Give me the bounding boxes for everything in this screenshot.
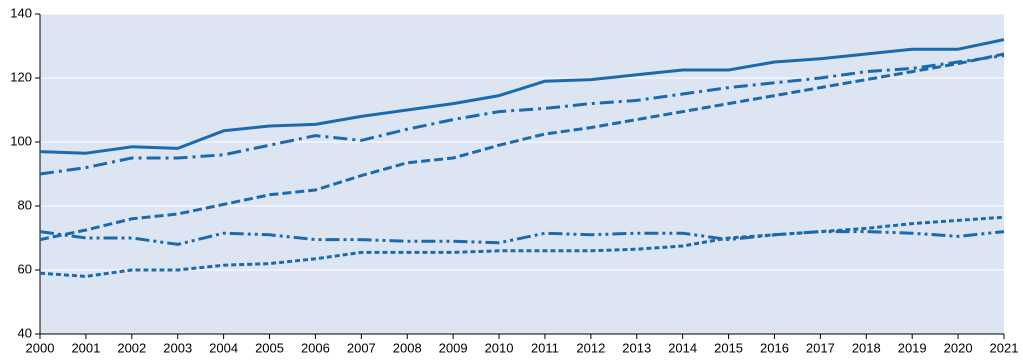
y-tick-label: 40 [18, 325, 32, 340]
x-tick-label: 2018 [852, 340, 881, 355]
x-tick-label: 2017 [806, 340, 835, 355]
series-line [39, 230, 1005, 246]
x-tick-label: 2007 [347, 340, 376, 355]
series-line [39, 54, 1005, 176]
y-tick-label: 140 [10, 5, 32, 20]
x-tick-label: 2021 [990, 340, 1019, 355]
plot-background [40, 14, 1004, 334]
y-tick-label: 80 [18, 197, 32, 212]
x-tick-label: 2014 [668, 340, 697, 355]
series-line [39, 52, 1005, 242]
y-tick-label: 120 [10, 69, 32, 84]
x-tick-label: 2013 [622, 340, 651, 355]
series-line [39, 38, 1005, 155]
x-tick-label: 2008 [393, 340, 422, 355]
x-tick-label: 2003 [163, 340, 192, 355]
y-tick-label: 60 [18, 261, 32, 276]
series-line [39, 215, 1005, 278]
x-tick-label: 2000 [26, 340, 55, 355]
x-tick-label: 2010 [485, 340, 514, 355]
x-tick-label: 2011 [531, 340, 559, 355]
x-tick-label: 2002 [117, 340, 146, 355]
x-tick-label: 2012 [576, 340, 605, 355]
x-tick-label: 2004 [209, 340, 238, 355]
x-tick-label: 2001 [71, 340, 100, 355]
x-tick-label: 2019 [898, 340, 927, 355]
y-tick-label: 100 [10, 133, 32, 148]
x-tick-label: 2016 [760, 340, 789, 355]
x-tick-label: 2005 [255, 340, 284, 355]
x-tick-label: 2015 [714, 340, 743, 355]
x-tick-label: 2006 [301, 340, 330, 355]
x-tick-label: 2009 [439, 340, 468, 355]
x-tick-label: 2020 [944, 340, 973, 355]
